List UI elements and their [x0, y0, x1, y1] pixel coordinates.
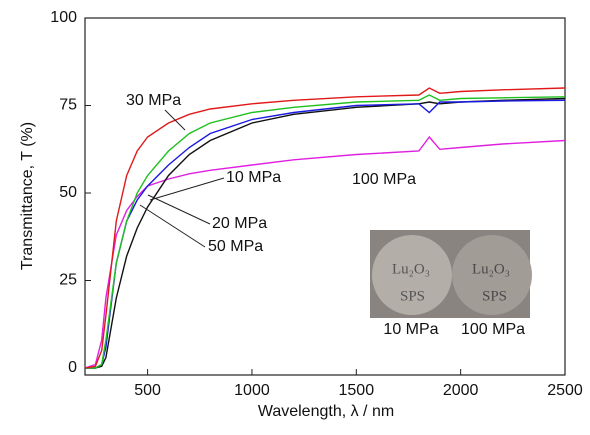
sample-disc [372, 235, 452, 315]
inset-photo [370, 230, 532, 318]
leader-line [149, 177, 225, 201]
y-axis-label: Transmittance, T (%) [19, 122, 36, 270]
series-label: 10 MPa [226, 169, 281, 186]
x-tick-label: 500 [134, 382, 161, 399]
sample-text: Lu₂O₃ [472, 261, 510, 277]
data-line [85, 99, 566, 369]
y-tick-label: 50 [59, 184, 77, 201]
leader-line [147, 194, 211, 225]
x-tick-label: 2000 [443, 382, 479, 399]
data-line [84, 135, 566, 369]
x-tick-label: 2500 [547, 382, 583, 399]
leader-line [164, 109, 186, 131]
inset-label: 10 MPa [383, 321, 438, 338]
inset-label: 100 MPa [461, 321, 525, 338]
x-tick-label: 1000 [234, 382, 270, 399]
series-label: 50 MPa [208, 238, 263, 255]
x-tick-label: 1500 [339, 382, 375, 399]
data-line [84, 87, 566, 369]
y-tick-label: 0 [68, 359, 77, 376]
y-tick-label: 100 [50, 9, 77, 26]
series-label: 100 MPa [352, 171, 416, 188]
series-label: 20 MPa [212, 215, 267, 232]
leader-line [139, 204, 206, 248]
x-axis-label: Wavelength, λ / nm [258, 403, 394, 420]
sample-text: Lu₂O₃ [392, 261, 430, 277]
y-tick-label: 25 [59, 272, 77, 289]
series-label: 30 MPa [126, 92, 181, 109]
y-tick-label: 75 [59, 97, 77, 114]
sample-text: SPS [482, 288, 507, 304]
sample-disc [452, 235, 532, 315]
sample-text: SPS [400, 288, 425, 304]
plot-frame [84, 17, 566, 376]
data-line [85, 94, 566, 369]
